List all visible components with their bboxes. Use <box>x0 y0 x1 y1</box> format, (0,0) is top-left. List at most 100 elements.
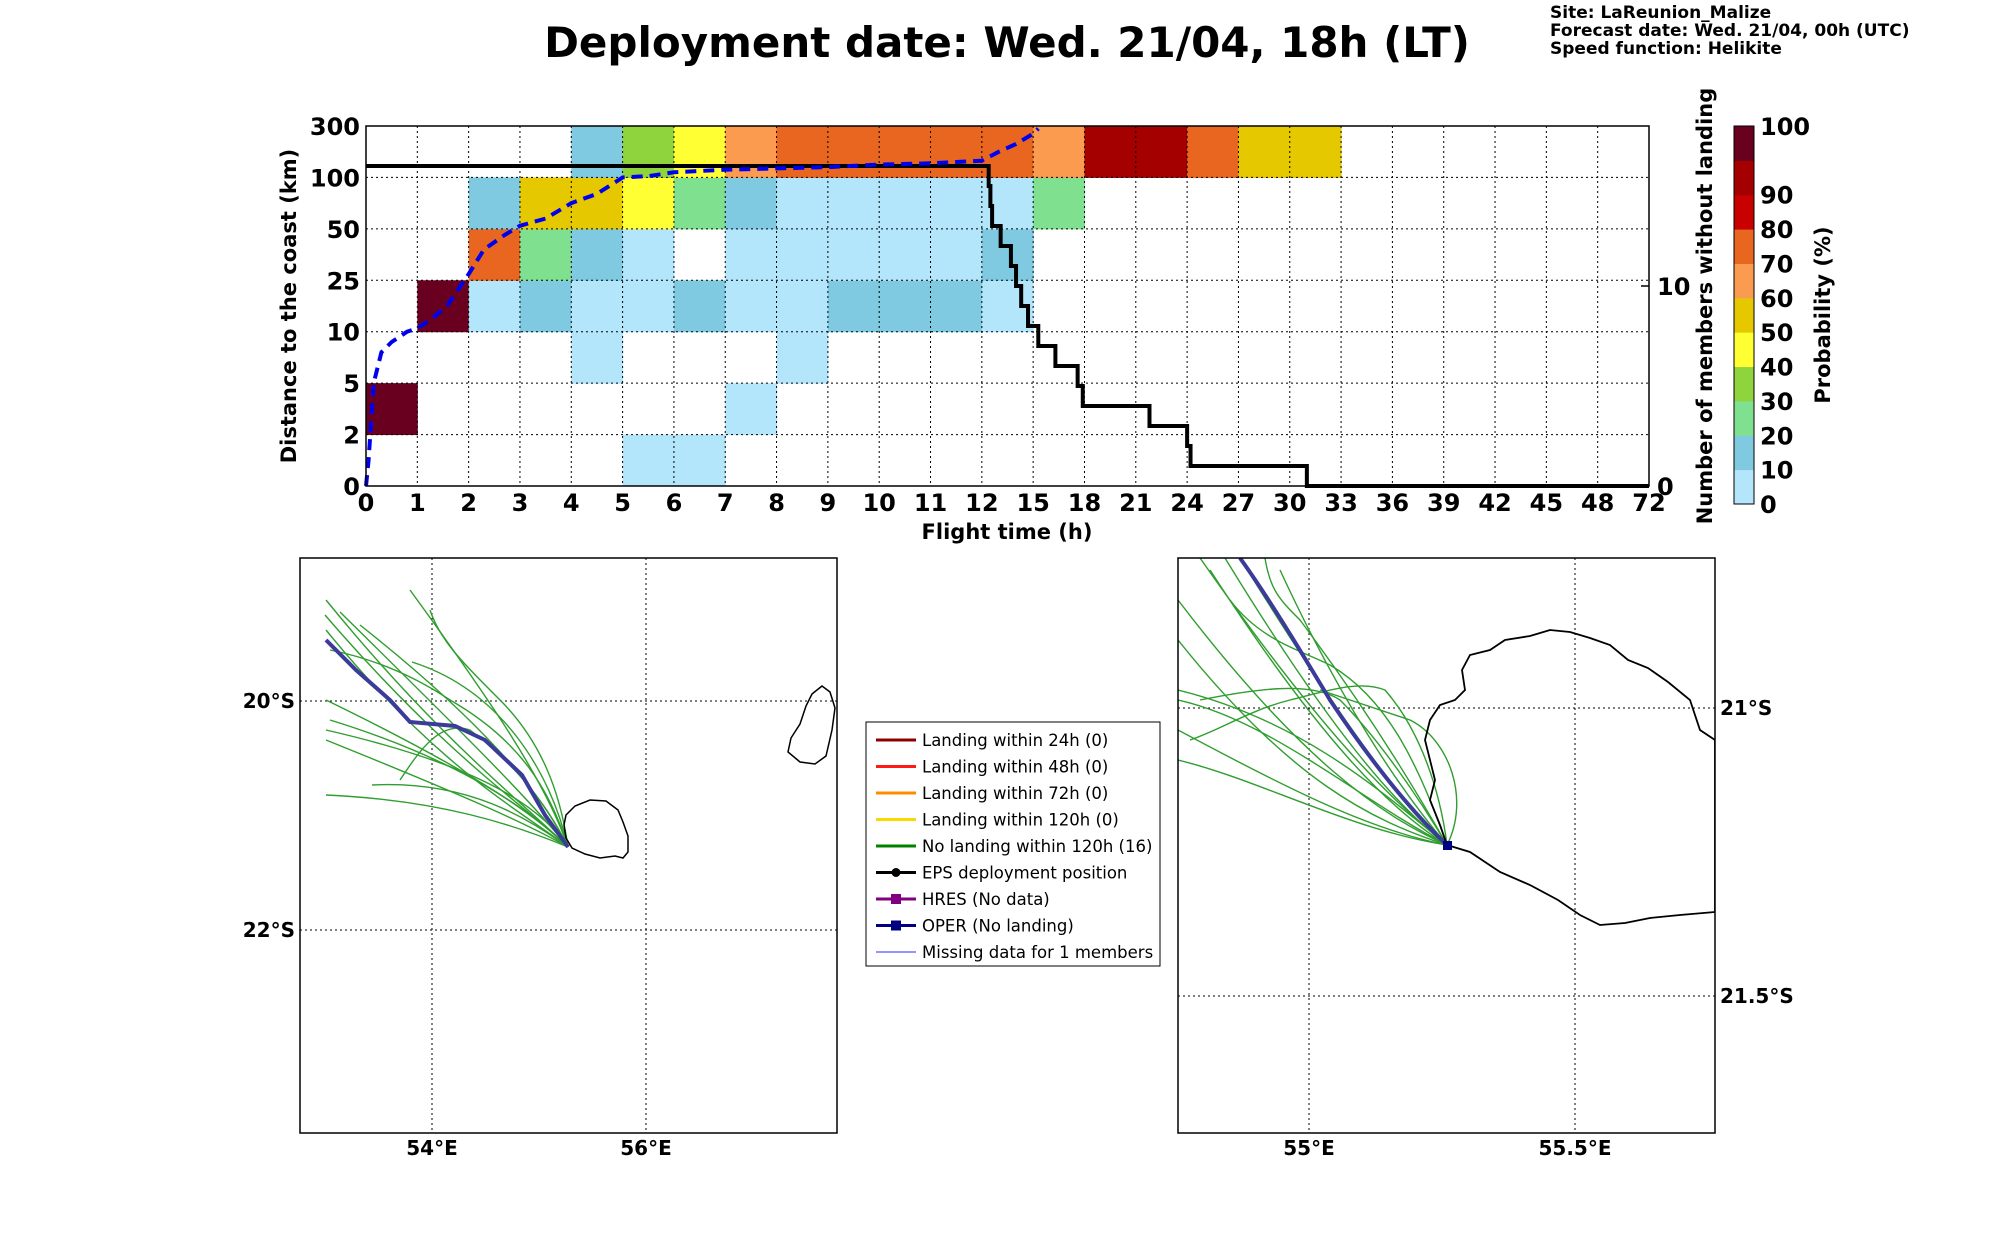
x-tick-label: 2 <box>460 489 477 517</box>
heatmap-cell <box>725 228 778 281</box>
legend-label: Missing data for 1 members <box>922 943 1153 962</box>
y2-axis-label: Number of members without landing <box>1693 88 1717 525</box>
legend-label: Landing within 72h (0) <box>922 784 1108 803</box>
legend-label: OPER (No landing) <box>922 917 1074 936</box>
x-tick-label: 72 <box>1632 489 1665 517</box>
colorbar-segment <box>1734 194 1754 230</box>
oper-track <box>324 638 570 849</box>
heatmap-cell <box>827 177 880 230</box>
legend-entry: Landing within 24h (0) <box>876 731 1108 750</box>
colorbar-segment <box>1734 469 1754 505</box>
heatmap-cell <box>776 228 829 281</box>
y-tick-label: 100 <box>310 164 360 192</box>
y-tick-label: 0 <box>343 473 360 501</box>
colorbar-tick-label: 80 <box>1760 216 1793 244</box>
heatmap-cell <box>827 126 880 178</box>
legend-items: Landing within 24h (0) Landing within 48h… <box>876 731 1153 962</box>
y2-tick-label: 0 <box>1657 473 1674 501</box>
heatmap-cell <box>1289 126 1342 178</box>
lat-tick-label: 20°S <box>243 689 295 713</box>
x-tick-label: 42 <box>1478 489 1511 517</box>
legend-entry: HRES (No data) <box>876 890 1050 909</box>
heatmap-cell <box>673 177 726 230</box>
x-tick-label: 1 <box>409 489 426 517</box>
x-tick-label: 12 <box>965 489 998 517</box>
heatmap-cell <box>930 177 983 230</box>
x-axis-label: Flight time (h) <box>922 520 1093 544</box>
x-tick-label: 5 <box>614 489 631 517</box>
lat-tick-label: 21°S <box>1720 696 1772 720</box>
colorbar-tick-label: 60 <box>1760 285 1793 313</box>
heatmap-cell <box>1033 126 1085 178</box>
colorbar-ticks: 0 10 20 30 40 50 60 70 80 90 100 <box>1760 113 1810 519</box>
lon-tick-label: 55°E <box>1283 1136 1335 1160</box>
oper-track-zoom <box>1238 558 1449 847</box>
heatmap-cell <box>776 331 829 384</box>
x-tick-label: 15 <box>1016 489 1049 517</box>
heatmap-cell <box>519 280 572 333</box>
page-title: Deployment date: Wed. 21/04, 18h (LT) <box>544 18 1470 67</box>
legend-entry: Landing within 72h (0) <box>876 784 1108 803</box>
lat-tick-label: 22°S <box>243 918 295 942</box>
heatmap-cell <box>1084 126 1137 178</box>
heatmap-cell <box>879 126 932 178</box>
zoom-map-frame <box>1177 557 1716 1134</box>
colorbar-tick-label: 90 <box>1760 182 1793 210</box>
heatmap-cell <box>776 177 829 230</box>
heatmap-cell <box>468 177 521 230</box>
map-legend: Landing within 24h (0) Landing within 48h… <box>865 721 1161 967</box>
heatmap-cell <box>879 280 932 333</box>
x-tick-label: 3 <box>512 489 529 517</box>
x-tick-label: 24 <box>1170 489 1203 517</box>
heatmap-cell <box>571 228 624 281</box>
heatmap-x-ticks: 0 1 2 3 4 5 6 7 8 9 10 11 12 15 18 21 24 27 30 33 36 39 42 45 48… <box>358 489 1666 517</box>
colorbar-tick-label: 50 <box>1760 319 1793 347</box>
legend-entry: Missing data for 1 members <box>876 943 1153 962</box>
legend-label: Landing within 48h (0) <box>922 758 1108 777</box>
heatmap-cell <box>1238 126 1291 178</box>
heatmap-cell <box>725 383 778 436</box>
colorbar-segment <box>1734 263 1754 299</box>
heatmap-cell <box>519 228 572 281</box>
mauritius-coastline <box>787 685 836 765</box>
legend-label: HRES (No data) <box>922 890 1050 909</box>
x-tick-label: 27 <box>1222 489 1255 517</box>
heatmap-cell <box>622 228 675 281</box>
x-tick-label: 0 <box>358 489 375 517</box>
heatmap-cell <box>571 331 624 384</box>
heatmap-cell <box>725 280 778 333</box>
heatmap-cell <box>673 126 726 178</box>
legend-label: No landing within 120h (16) <box>922 837 1152 856</box>
colorbar-tick-label: 20 <box>1760 422 1793 450</box>
colorbar-tick-label: 30 <box>1760 388 1793 416</box>
colorbar-segment <box>1734 435 1754 471</box>
colorbar-segment <box>1734 366 1754 402</box>
colorbar-tick-label: 100 <box>1760 113 1810 141</box>
heatmap-cell <box>827 280 880 333</box>
heatmap-cell <box>776 280 829 333</box>
y-tick-label: 10 <box>327 319 360 347</box>
heatmap-cell <box>1033 177 1085 230</box>
zoom-map: 21°S 21.5°S 55°E 55.5°E <box>1177 557 1794 1160</box>
legend-entry: Landing within 48h (0) <box>876 758 1108 777</box>
colorbar-segments <box>1734 126 1754 505</box>
y-tick-label: 300 <box>310 113 360 141</box>
legend-label: Landing within 120h (0) <box>922 811 1119 830</box>
colorbar-segment <box>1734 160 1754 196</box>
speed-function-label: Speed function: Helikite <box>1550 39 1782 59</box>
heatmap-frame <box>365 125 1650 487</box>
colorbar-segment <box>1734 332 1754 368</box>
heatmap-y2-ticks: 0 10 <box>1641 273 1690 501</box>
x-tick-label: 11 <box>914 489 947 517</box>
heatmap-cell <box>622 280 675 333</box>
regional-map: 20°S 22°S 54°E 56°E <box>243 557 838 1160</box>
lon-tick-label: 54°E <box>406 1136 458 1160</box>
x-tick-label: 18 <box>1068 489 1101 517</box>
legend-entry: Landing within 120h (0) <box>876 811 1119 830</box>
lon-tick-label: 55.5°E <box>1538 1136 1611 1160</box>
heatmap-cell <box>725 177 778 230</box>
y-tick-label: 5 <box>343 370 360 398</box>
heatmap-cell <box>468 228 521 281</box>
